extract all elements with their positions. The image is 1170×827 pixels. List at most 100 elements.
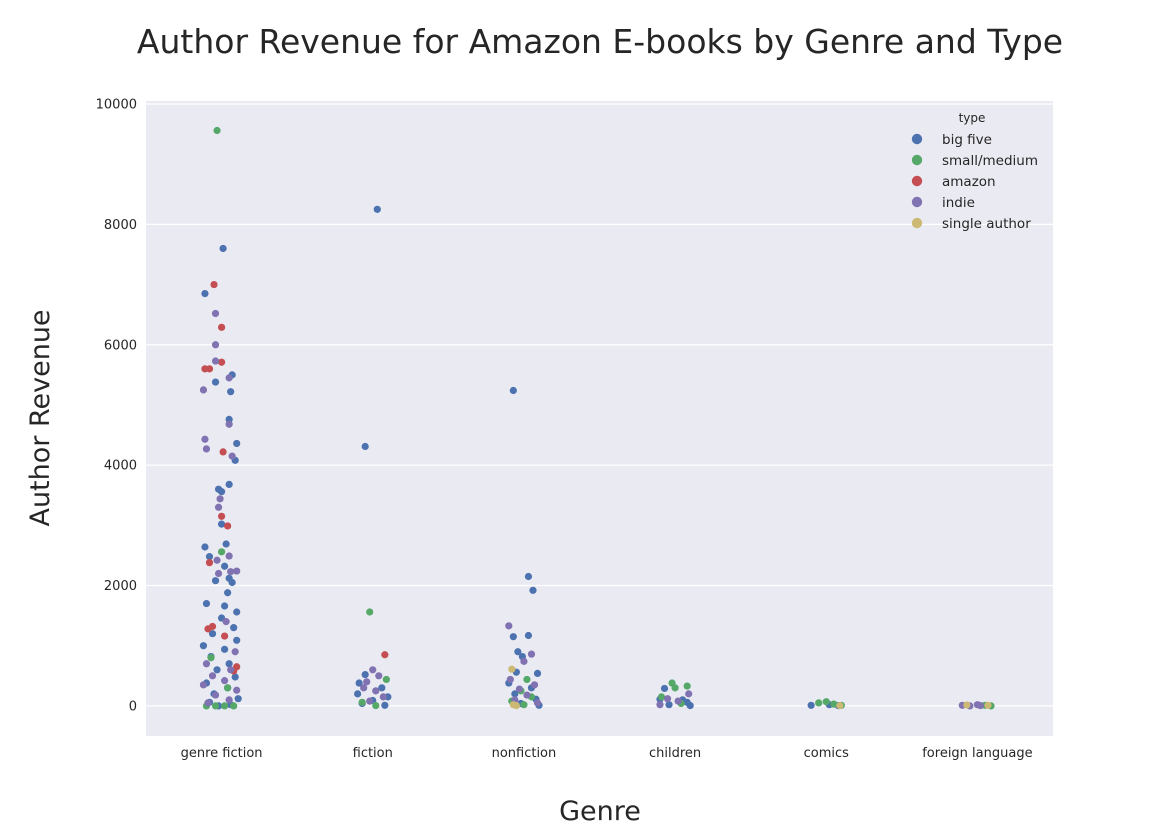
data-point (685, 690, 693, 698)
data-point (219, 244, 227, 253)
data-point (207, 654, 215, 662)
data-point (199, 681, 208, 689)
data-point (656, 701, 664, 709)
legend: type big five small/medium amazon indie sing… (911, 111, 1038, 232)
data-point (208, 630, 217, 638)
data-point (660, 684, 669, 693)
data-point (524, 572, 533, 581)
data-point (807, 701, 815, 709)
data-point (533, 669, 542, 678)
y-tick-label: 4000 (104, 459, 137, 474)
data-point (355, 679, 363, 687)
y-tick-labels: 0 2000 4000 6000 8000 10000 (96, 98, 137, 715)
data-point (523, 675, 531, 684)
data-point (375, 672, 383, 680)
data-point (211, 357, 220, 365)
data-point (527, 650, 536, 658)
data-point (213, 666, 221, 674)
data-point (372, 687, 380, 695)
data-point (984, 701, 992, 709)
series-points (199, 205, 842, 710)
legend-entries: big five small/medium amazon indie single au… (911, 132, 1038, 232)
x-tick-label: nonfiction (492, 746, 557, 761)
data-point (372, 702, 380, 710)
data-point (381, 651, 389, 659)
x-axis-label: Genre (559, 796, 641, 827)
data-point (361, 671, 369, 679)
data-point (205, 553, 214, 561)
data-point (515, 685, 523, 693)
data-point (506, 675, 514, 684)
data-point (224, 684, 232, 692)
data-point (963, 701, 971, 709)
data-point (382, 675, 390, 684)
data-point (234, 695, 242, 703)
data-point (509, 633, 517, 641)
data-point (520, 701, 528, 709)
data-point (199, 642, 208, 650)
data-point (363, 678, 371, 686)
data-point (373, 205, 381, 213)
data-point (836, 702, 844, 710)
data-point (822, 698, 830, 706)
data-points (199, 126, 995, 710)
plot-background (146, 101, 1053, 736)
data-point (529, 586, 537, 594)
data-point (217, 488, 226, 496)
data-point (533, 699, 542, 707)
data-point (379, 693, 387, 701)
x-tick-labels: genre fiction fiction nonfiction children co… (181, 746, 1033, 761)
legend-label: indie (942, 195, 975, 211)
data-point (225, 552, 233, 560)
data-point (358, 698, 366, 706)
data-point (231, 648, 239, 656)
data-point (205, 559, 214, 567)
data-point (221, 632, 229, 640)
data-point (671, 684, 679, 692)
data-point (217, 358, 226, 366)
legend-marker (911, 133, 923, 145)
data-point (224, 522, 232, 530)
data-point (505, 622, 513, 630)
data-point (369, 666, 377, 674)
data-point (204, 699, 212, 707)
y-tick-label: 0 (129, 699, 137, 714)
data-point (208, 622, 217, 631)
legend-marker (911, 154, 923, 166)
data-point (202, 599, 211, 608)
data-point (354, 690, 362, 698)
data-point (222, 540, 230, 548)
data-point (225, 696, 233, 704)
data-point (201, 435, 209, 443)
data-point (216, 495, 224, 503)
data-point (230, 624, 238, 632)
data-point (228, 578, 236, 587)
data-point (366, 697, 374, 705)
data-point (976, 702, 985, 710)
data-point (213, 556, 221, 564)
data-point (228, 452, 236, 460)
data-point (381, 701, 389, 709)
x-tick-label: foreign language (922, 746, 1032, 761)
data-point (211, 577, 220, 585)
data-point (360, 684, 368, 692)
data-point (214, 569, 223, 578)
data-point (514, 648, 522, 656)
data-point (530, 681, 539, 689)
data-point (233, 636, 241, 644)
data-point (361, 442, 369, 451)
data-point (221, 677, 229, 685)
data-point (199, 386, 208, 394)
data-point (657, 693, 666, 701)
data-point (213, 126, 221, 135)
data-point (523, 691, 531, 699)
data-point (830, 700, 838, 708)
data-point (205, 365, 214, 373)
data-point (221, 702, 229, 710)
data-point (208, 672, 217, 680)
data-point (674, 697, 682, 705)
data-point (511, 690, 519, 698)
series-points (508, 665, 992, 710)
